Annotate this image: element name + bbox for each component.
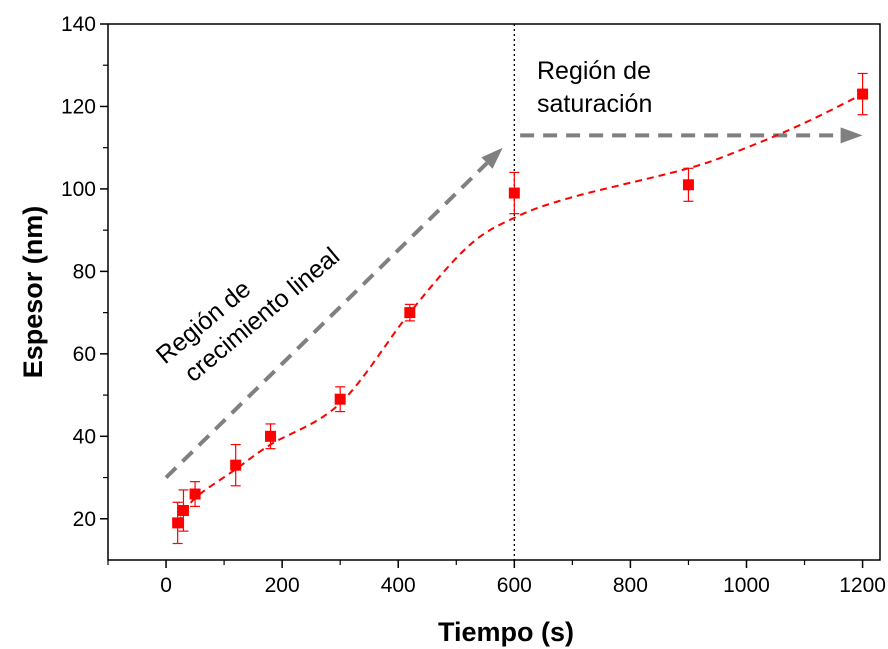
y-tick-label: 120 — [61, 95, 96, 118]
svg-text:saturación: saturación — [537, 90, 652, 118]
y-tick-label: 140 — [61, 13, 96, 36]
annotation-linear-growth: Región de crecimiento lineal — [151, 242, 345, 388]
y-tick-label: 100 — [61, 178, 96, 201]
data-point — [682, 179, 694, 191]
x-tick-label: 1200 — [839, 574, 886, 597]
data-point — [230, 459, 242, 471]
x-tick-label: 800 — [613, 574, 648, 597]
plot-frame — [107, 23, 881, 561]
data-point — [177, 505, 189, 517]
arrow-head-1 — [840, 127, 863, 144]
data-point — [172, 517, 184, 529]
y-tick-label: 40 — [73, 425, 96, 448]
y-tick-label: 20 — [73, 508, 96, 531]
x-tick-label: 400 — [381, 574, 416, 597]
data-point — [265, 430, 277, 442]
arrow-head-0 — [481, 147, 503, 169]
x-axis-title: Tiempo (s) — [438, 617, 574, 647]
y-tick-label: 80 — [73, 260, 96, 283]
svg-text:Región de: Región de — [537, 57, 651, 85]
x-tick-label: 200 — [265, 574, 300, 597]
x-tick-label: 1000 — [723, 574, 770, 597]
x-tick-label: 0 — [160, 574, 172, 597]
y-axis-title: Espesor (nm) — [18, 206, 48, 379]
data-point — [857, 88, 869, 100]
arrow-shaft-0 — [164, 161, 489, 479]
data-point — [334, 393, 346, 405]
data-point — [189, 488, 201, 500]
x-tick-label: 600 — [497, 574, 532, 597]
annotation-saturation: Región de saturación — [537, 57, 652, 118]
data-point — [508, 187, 520, 199]
data-point — [404, 307, 416, 319]
y-tick-label: 60 — [73, 343, 96, 366]
